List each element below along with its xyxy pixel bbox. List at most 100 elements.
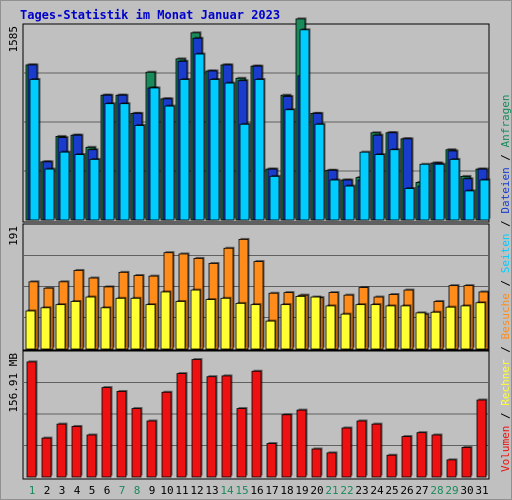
day-label-18: 18	[280, 484, 293, 497]
legend-volumen: Volumen	[499, 426, 512, 472]
volume-volumen-bar-day-7	[116, 391, 127, 478]
requests-seiten-bar-day-13	[209, 79, 220, 221]
visits-rechner-bar-day-16	[250, 304, 261, 350]
requests-seiten-bar-day-7	[119, 103, 130, 221]
requests-seiten-bar-day-14	[224, 82, 235, 221]
volume-volumen-bar-day-20	[311, 448, 322, 478]
volume-volumen-bar-day-23	[356, 420, 367, 478]
legend-separator: /	[499, 214, 512, 234]
requests-seiten-bar-day-2	[44, 168, 55, 221]
visits-rechner-bar-day-7	[115, 297, 126, 350]
day-label-31: 31	[475, 484, 488, 497]
visits-panel: 191	[7, 223, 490, 351]
day-label-30: 30	[460, 484, 473, 497]
volume-volumen-bar-day-25	[386, 454, 397, 478]
requests-seiten-bar-day-22	[344, 185, 355, 221]
day-label-15: 15	[235, 484, 248, 497]
visits-rechner-bar-day-31	[475, 302, 486, 350]
requests-seiten-bar-day-29	[449, 159, 460, 221]
volume-bars	[26, 358, 488, 478]
volume-volumen-bar-day-19	[296, 409, 307, 478]
requests-seiten-bar-day-20	[314, 123, 325, 221]
visits-rechner-bar-day-5	[85, 296, 96, 350]
volume-volumen-bar-day-13	[206, 376, 217, 478]
requests-seiten-bar-day-19	[299, 29, 310, 221]
visits-bars	[25, 237, 490, 350]
volume-volumen-bar-day-31	[476, 399, 487, 478]
legend-anfragen: Anfragen	[499, 94, 512, 147]
volume-volumen-bar-day-27	[416, 432, 427, 478]
visits-rechner-bar-day-17	[265, 320, 276, 350]
volume-volumen-bar-day-10	[161, 391, 172, 478]
volume-volumen-bar-day-3	[56, 423, 67, 478]
visits-rechner-bar-day-19	[295, 296, 306, 350]
legend-seiten: Seiten	[499, 234, 512, 274]
day-label-28: 28	[430, 484, 443, 497]
volume-volumen-bar-day-11	[176, 373, 187, 478]
volume-volumen-bar-day-4	[71, 426, 82, 478]
visits-ymax-label: 191	[7, 226, 20, 246]
volume-volumen-bar-day-18	[281, 414, 292, 478]
visits-rechner-bar-day-30	[460, 305, 471, 350]
requests-seiten-bar-day-4	[74, 154, 85, 221]
day-label-1: 1	[29, 484, 36, 497]
visits-rechner-bar-day-25	[385, 305, 396, 350]
day-label-12: 12	[190, 484, 203, 497]
visits-rechner-bar-day-27	[415, 312, 426, 350]
visits-rechner-bar-day-9	[145, 304, 156, 350]
visits-rechner-bar-day-14	[220, 297, 231, 350]
requests-seiten-bar-day-18	[284, 109, 295, 221]
volume-volumen-bar-day-21	[326, 452, 337, 478]
volume-volumen-bar-day-17	[266, 443, 277, 478]
visits-rechner-bar-day-12	[190, 289, 201, 350]
visits-rechner-bar-day-24	[370, 304, 381, 350]
day-label-4: 4	[74, 484, 81, 497]
day-label-21: 21	[325, 484, 338, 497]
day-label-22: 22	[340, 484, 353, 497]
day-label-14: 14	[220, 484, 234, 497]
volume-volumen-bar-day-28	[431, 434, 442, 478]
requests-bars	[25, 17, 491, 221]
volume-volumen-bar-day-15	[236, 408, 247, 478]
requests-seiten-bar-day-17	[269, 175, 280, 221]
chart-legend: Volumen / Rechner / Besuche / Seiten / D…	[499, 94, 512, 472]
day-axis-labels: 1 2 3 4 5 6 7 8 9 10 11 12 13 14 15 16 17 18 19 20 21 22 23 24 2…	[29, 484, 489, 497]
day-label-24: 24	[370, 484, 384, 497]
volume-volumen-bar-day-30	[461, 447, 472, 478]
requests-seiten-bar-day-8	[134, 125, 145, 221]
requests-seiten-bar-day-26	[404, 188, 415, 221]
volume-volumen-bar-day-14	[221, 375, 232, 478]
legend-separator: /	[499, 147, 512, 167]
visits-rechner-bar-day-2	[40, 307, 51, 350]
requests-seiten-bar-day-3	[59, 151, 70, 221]
volume-volumen-bar-day-29	[446, 459, 457, 478]
volume-volumen-bar-day-6	[101, 387, 112, 478]
visits-rechner-bar-day-8	[130, 297, 141, 350]
visits-rechner-bar-day-29	[445, 306, 456, 350]
volume-volumen-bar-day-5	[86, 434, 97, 478]
volume-panel: 156.91 MB	[7, 350, 490, 480]
visits-rechner-bar-day-1	[25, 310, 36, 350]
requests-seiten-bar-day-15	[239, 123, 250, 221]
legend-besuche: Besuche	[499, 293, 512, 339]
requests-panel: 1585	[7, 17, 491, 223]
requests-seiten-bar-day-23	[359, 151, 370, 221]
visits-rechner-bar-day-13	[205, 299, 216, 350]
requests-seiten-bar-day-27	[419, 163, 430, 221]
day-label-23: 23	[355, 484, 368, 497]
day-label-19: 19	[295, 484, 308, 497]
requests-seiten-bar-day-30	[464, 190, 475, 221]
legend-separator: /	[499, 273, 512, 293]
requests-seiten-bar-day-31	[479, 179, 490, 221]
volume-volumen-bar-day-22	[341, 427, 352, 478]
day-label-17: 17	[265, 484, 278, 497]
visits-rechner-bar-day-21	[325, 305, 336, 350]
volume-volumen-bar-day-24	[371, 423, 382, 478]
legend-dateien: Dateien	[499, 167, 512, 213]
day-label-8: 8	[134, 484, 141, 497]
legend-separator: /	[499, 340, 512, 360]
volume-ymax-label: 156.91 MB	[7, 353, 20, 413]
legend-separator: /	[499, 406, 512, 426]
day-label-3: 3	[59, 484, 66, 497]
